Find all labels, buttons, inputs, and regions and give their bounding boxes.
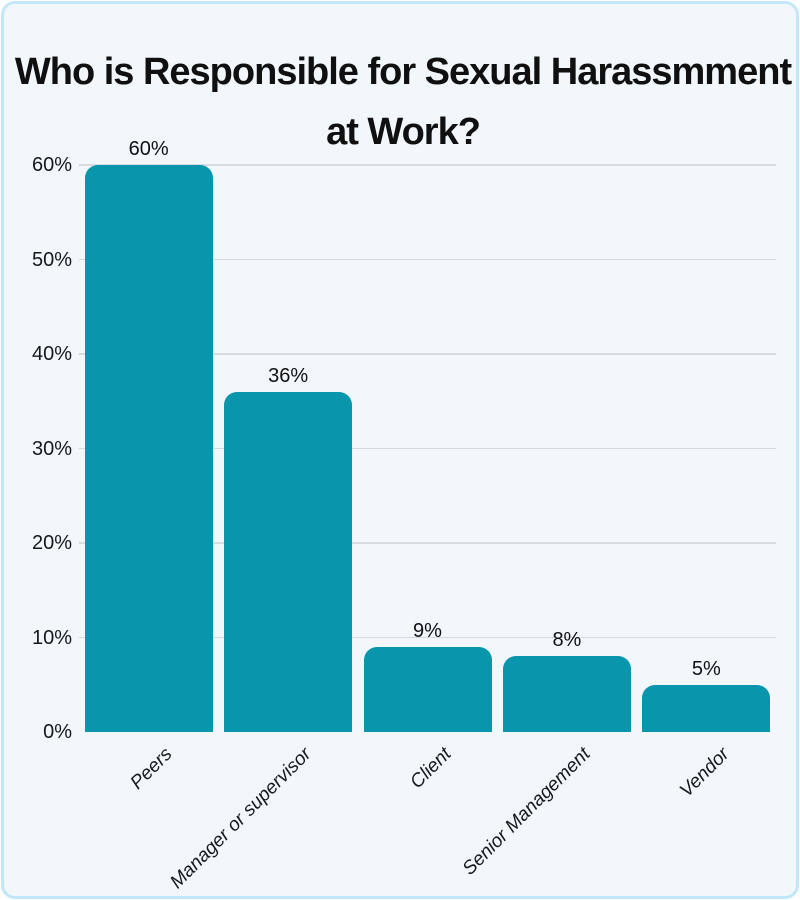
- y-axis-tick-label: 10%: [31, 626, 72, 649]
- x-axis-category-label: Peers: [126, 743, 177, 794]
- bar-value-label: 8%: [552, 629, 582, 652]
- x-axis-category-label: Manager or supervisor: [166, 743, 316, 893]
- bar-manager-or-supervisor: [224, 391, 353, 732]
- bar-senior-management: [502, 656, 631, 732]
- x-axis-category-label: Client: [405, 743, 456, 793]
- y-axis-tick-label: 30%: [31, 437, 72, 460]
- y-axis-tick-label: 0%: [43, 721, 72, 743]
- bar-value-label: 5%: [691, 657, 721, 680]
- gridline-30: [79, 447, 776, 450]
- gridline-20: [79, 542, 776, 544]
- plot-area: 0% 10% 20% 30% 40% 50% 60% 60% Peers 36% Manager o…: [4, 4, 800, 900]
- bar-peers: [84, 165, 213, 732]
- gridline-40: [79, 353, 776, 355]
- bar-value-label: 9%: [413, 619, 442, 642]
- chart-title-line-2: at Work?: [326, 111, 481, 153]
- chart-title: Who is Responsible for Sexual Harassmmen…: [4, 42, 800, 162]
- y-axis-tick-label: 60%: [31, 154, 72, 176]
- y-axis-tick-label: 40%: [31, 343, 72, 365]
- gridline-10: [79, 636, 776, 639]
- bar-vendor: [642, 684, 771, 732]
- chart-title-line-1: Who is Responsible for Sexual Harassmmen…: [14, 51, 792, 93]
- y-axis-tick-label: 50%: [31, 248, 72, 271]
- bar-value-label: 60%: [128, 138, 169, 160]
- y-axis-tick-label: 20%: [31, 532, 72, 554]
- x-axis-category-label: Senior Management: [458, 743, 595, 880]
- bar-client: [363, 646, 492, 732]
- gridline-50: [79, 258, 776, 261]
- bar-value-label: 36%: [268, 364, 309, 387]
- x-axis-category-label: Vendor: [676, 743, 734, 802]
- gridline-60: [79, 164, 776, 166]
